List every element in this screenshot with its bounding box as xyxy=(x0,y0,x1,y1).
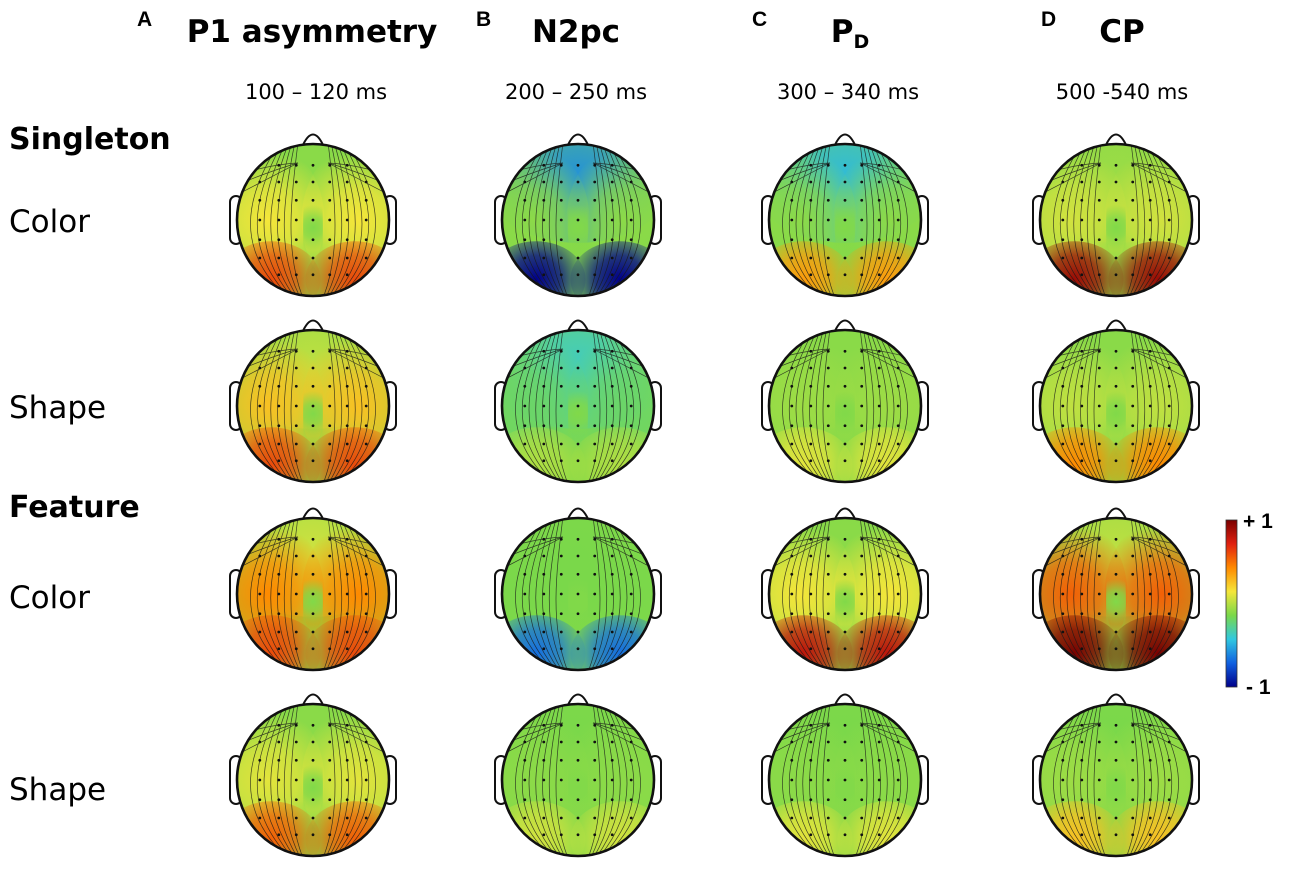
panel-letter-c: C xyxy=(752,8,768,31)
contour-lines xyxy=(769,704,921,856)
scalp-map-r2-c4 xyxy=(1032,319,1200,484)
contour-lines xyxy=(237,330,389,482)
head-outline xyxy=(235,702,391,858)
midline-region xyxy=(568,529,588,670)
contour-lines xyxy=(237,518,389,670)
electrode-dots xyxy=(258,349,368,463)
contour-lines xyxy=(1040,330,1192,482)
scalp-map-r4-c4 xyxy=(1032,693,1200,858)
row-label-singleton-shape: Shape xyxy=(9,390,107,426)
head-outline xyxy=(767,142,923,298)
head-outline xyxy=(500,142,656,298)
midline-region xyxy=(835,341,855,482)
electrode-dots xyxy=(258,163,368,277)
midline-region xyxy=(1106,341,1126,482)
time-window-b: 200 – 250 ms xyxy=(504,80,648,104)
contour-lines xyxy=(237,144,389,296)
scalp-map-r3-c3 xyxy=(761,507,929,672)
scalp-map-r2-c1 xyxy=(229,319,397,484)
midline-region xyxy=(1106,155,1126,296)
midline-region xyxy=(568,341,588,482)
group-label-feature: Feature xyxy=(9,490,140,525)
scalp-map-r3-c2 xyxy=(494,507,662,672)
row-label-singleton-color: Color xyxy=(9,204,90,240)
midline-region xyxy=(1106,715,1126,856)
midline-region xyxy=(835,715,855,856)
group-label-singleton: Singleton xyxy=(9,122,171,157)
column-title-pd-main: P xyxy=(830,14,854,50)
column-title-pd-subscript: D xyxy=(853,31,870,53)
row-label-feature-color: Color xyxy=(9,580,90,616)
column-title-p1-asymmetry: P1 asymmetry xyxy=(186,14,438,50)
head-outline xyxy=(767,328,923,484)
electrode-dots xyxy=(1061,349,1171,463)
time-window-a: 100 – 120 ms xyxy=(244,80,388,104)
colorbar xyxy=(1225,519,1238,688)
electrode-dots xyxy=(790,163,900,277)
head-outline xyxy=(235,328,391,484)
midline-region xyxy=(303,715,323,856)
contour-lines xyxy=(769,144,921,296)
midline-region xyxy=(568,155,588,296)
contour-lines xyxy=(1040,518,1192,670)
midline-region xyxy=(303,529,323,670)
scalp-map-r4-c3 xyxy=(761,693,929,858)
electrode-dots xyxy=(1061,723,1171,837)
scalp-map-r4-c1 xyxy=(229,693,397,858)
scalp-map-r4-c2 xyxy=(494,693,662,858)
contour-lines xyxy=(502,704,654,856)
panel-letter-a: A xyxy=(137,8,153,31)
electrode-dots xyxy=(1061,163,1171,277)
midline-region xyxy=(303,155,323,296)
midline-region xyxy=(568,715,588,856)
scalp-map-r2-c2 xyxy=(494,319,662,484)
electrode-dots xyxy=(523,163,633,277)
contour-lines xyxy=(769,330,921,482)
midline-region xyxy=(835,529,855,670)
column-title-cp: CP xyxy=(1099,14,1145,50)
head-outline xyxy=(1038,702,1194,858)
column-title-n2pc: N2pc xyxy=(531,14,621,50)
panel-letter-b: B xyxy=(476,8,492,31)
column-title-pd: PD xyxy=(700,14,1000,53)
electrode-dots xyxy=(790,723,900,837)
electrode-dots xyxy=(790,537,900,651)
contour-lines xyxy=(237,704,389,856)
head-outline xyxy=(500,516,656,672)
head-outline xyxy=(767,516,923,672)
electrode-dots xyxy=(1061,537,1171,651)
time-window-d: 500 -540 ms xyxy=(1055,80,1189,104)
electrode-dots xyxy=(790,349,900,463)
head-outline xyxy=(500,328,656,484)
contour-lines xyxy=(502,518,654,670)
scalp-map-r2-c3 xyxy=(761,319,929,484)
scalp-map-r1-c1 xyxy=(229,133,397,298)
midline-region xyxy=(1106,529,1126,670)
scalp-map-r1-c3 xyxy=(761,133,929,298)
midline-region xyxy=(835,155,855,296)
scalp-map-r1-c4 xyxy=(1032,133,1200,298)
midline-region xyxy=(303,341,323,482)
scalp-map-r1-c2 xyxy=(494,133,662,298)
electrode-dots xyxy=(523,349,633,463)
head-outline xyxy=(500,702,656,858)
electrode-dots xyxy=(523,537,633,651)
time-window-c: 300 – 340 ms xyxy=(776,80,920,104)
head-outline xyxy=(767,702,923,858)
scalp-map-r3-c4 xyxy=(1032,507,1200,672)
head-outline xyxy=(1038,516,1194,672)
head-outline xyxy=(235,142,391,298)
head-outline xyxy=(1038,328,1194,484)
electrode-dots xyxy=(258,723,368,837)
panel-letter-d: D xyxy=(1041,8,1057,31)
scalp-map-r3-c1 xyxy=(229,507,397,672)
electrode-dots xyxy=(523,723,633,837)
head-outline xyxy=(1038,142,1194,298)
head-outline xyxy=(235,516,391,672)
colorbar-max-label: + 1 xyxy=(1243,510,1273,533)
row-label-feature-shape: Shape xyxy=(9,772,107,808)
colorbar-min-label: - 1 xyxy=(1246,676,1271,699)
electrode-dots xyxy=(258,537,368,651)
